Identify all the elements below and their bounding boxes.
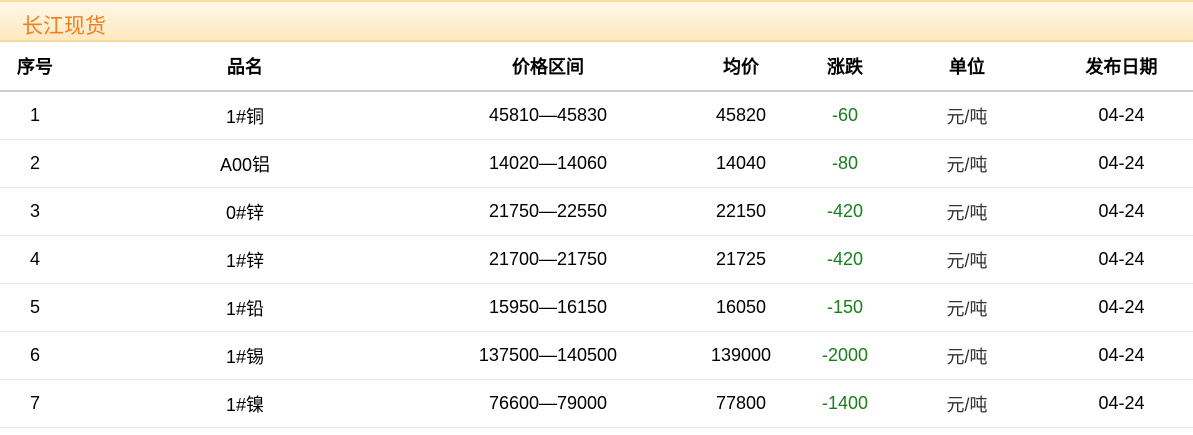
average-price: 14040 [676, 139, 806, 188]
unit: 元/吨 [884, 331, 1050, 380]
section-title: 长江现货 [22, 14, 106, 38]
product-name: 1#镍 [70, 379, 420, 428]
average-price: 22150 [676, 187, 806, 236]
average-price: 139000 [676, 331, 806, 380]
table-row: 3 0#锌 21750—22550 22150 -420 元/吨 04-24 [0, 187, 1193, 236]
table-row: 6 1#锡 137500—140500 139000 -2000 元/吨 04-24 [0, 331, 1193, 380]
unit: 元/吨 [884, 379, 1050, 428]
publish-date: 04-24 [1050, 235, 1193, 284]
product-name: 1#锡 [70, 331, 420, 380]
table-row: 1 1#铜 45810—45830 45820 -60 元/吨 04-24 [0, 91, 1193, 140]
row-number: 2 [0, 139, 70, 188]
product-name: 1#锌 [70, 235, 420, 284]
table-row: 4 1#锌 21700—21750 21725 -420 元/吨 04-24 [0, 235, 1193, 284]
table-row: 5 1#铅 15950—16150 16050 -150 元/吨 04-24 [0, 283, 1193, 332]
unit: 元/吨 [884, 283, 1050, 332]
publish-date: 04-24 [1050, 331, 1193, 380]
table-header-row: 序号 品名 价格区间 均价 涨跌 单位 发布日期 [0, 42, 1193, 92]
product-name: 1#铜 [70, 91, 420, 140]
header-range: 价格区间 [420, 42, 676, 92]
section-header: 长江现货 [0, 0, 1193, 42]
product-name: A00铝 [70, 139, 420, 188]
header-name: 品名 [70, 42, 420, 92]
row-number: 6 [0, 331, 70, 380]
publish-date: 04-24 [1050, 283, 1193, 332]
product-name: 0#锌 [70, 187, 420, 236]
price-range: 76600—79000 [420, 379, 676, 428]
price-change: -60 [806, 91, 884, 140]
price-change: -1400 [806, 379, 884, 428]
unit: 元/吨 [884, 235, 1050, 284]
price-change: -420 [806, 187, 884, 236]
price-range: 45810—45830 [420, 91, 676, 140]
price-change: -420 [806, 235, 884, 284]
row-number: 1 [0, 91, 70, 140]
table-row: 7 1#镍 76600—79000 77800 -1400 元/吨 04-24 [0, 379, 1193, 428]
unit: 元/吨 [884, 139, 1050, 188]
row-number: 7 [0, 379, 70, 428]
publish-date: 04-24 [1050, 91, 1193, 140]
unit: 元/吨 [884, 91, 1050, 140]
table-row: 2 A00铝 14020—14060 14040 -80 元/吨 04-24 [0, 139, 1193, 188]
price-change: -80 [806, 139, 884, 188]
publish-date: 04-24 [1050, 139, 1193, 188]
price-range: 14020—14060 [420, 139, 676, 188]
header-avg: 均价 [676, 42, 806, 92]
average-price: 16050 [676, 283, 806, 332]
price-change: -150 [806, 283, 884, 332]
price-table: 序号 品名 价格区间 均价 涨跌 单位 发布日期 1 1#铜 45810—45830… [0, 42, 1193, 428]
row-number: 4 [0, 235, 70, 284]
average-price: 45820 [676, 91, 806, 140]
header-change: 涨跌 [806, 42, 884, 92]
publish-date: 04-24 [1050, 379, 1193, 428]
price-range: 15950—16150 [420, 283, 676, 332]
row-number: 5 [0, 283, 70, 332]
unit: 元/吨 [884, 187, 1050, 236]
price-range: 21700—21750 [420, 235, 676, 284]
average-price: 77800 [676, 379, 806, 428]
row-number: 3 [0, 187, 70, 236]
price-range: 21750—22550 [420, 187, 676, 236]
header-unit: 单位 [884, 42, 1050, 92]
price-change: -2000 [806, 331, 884, 380]
product-name: 1#铅 [70, 283, 420, 332]
average-price: 21725 [676, 235, 806, 284]
header-date: 发布日期 [1050, 42, 1193, 92]
publish-date: 04-24 [1050, 187, 1193, 236]
header-no: 序号 [0, 42, 70, 92]
price-range: 137500—140500 [420, 331, 676, 380]
